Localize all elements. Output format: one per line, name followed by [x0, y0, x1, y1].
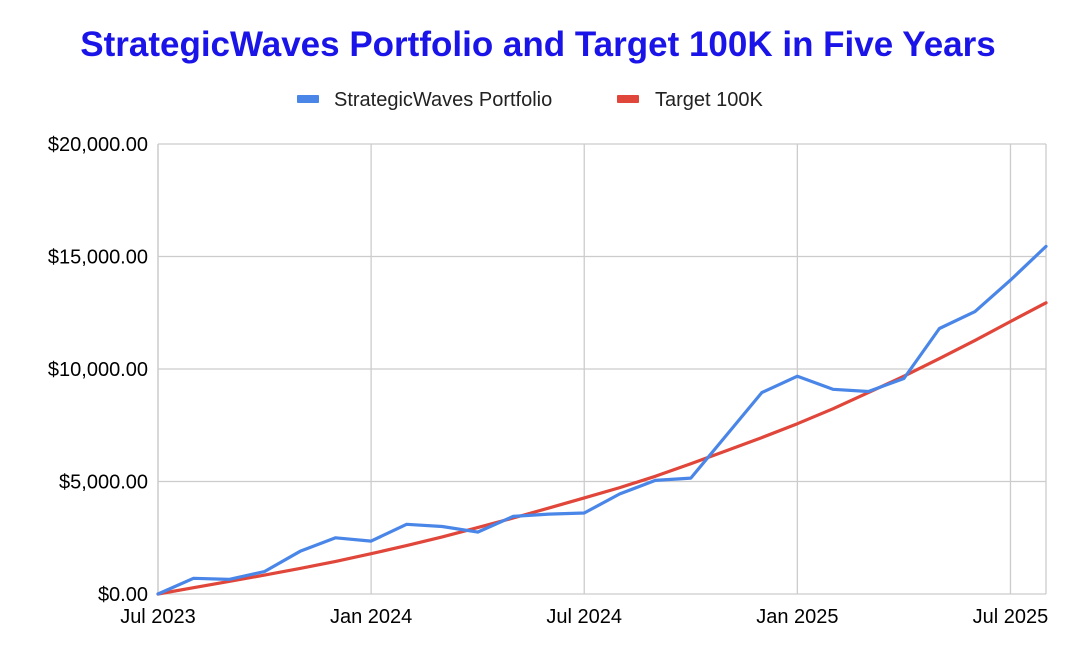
x-gridlines: [157, 144, 1047, 594]
legend-label-target: Target 100K: [655, 89, 764, 111]
x-tick-label: Jul 2023: [120, 606, 196, 628]
legend-swatch-target: [617, 95, 639, 103]
y-gridlines: [158, 143, 1046, 595]
x-tick-label: Jan 2024: [330, 606, 412, 628]
legend-label-portfolio: StrategicWaves Portfolio: [334, 89, 552, 111]
series-line-target: [156, 301, 1048, 596]
x-axis-tick-labels: Jul 2023 Jan 2024 Jul 2024 Jan 2025 Jul 2025: [120, 606, 1048, 628]
y-tick-label: $15,000.00: [48, 247, 148, 269]
series-lines: [156, 244, 1048, 596]
legend: StrategicWaves Portfolio Target 100K: [297, 89, 764, 111]
y-axis-tick-labels: $0.00 $5,000.00 $10,000.00 $15,000.00 $20,00…: [48, 134, 148, 606]
chart-title: StrategicWaves Portfolio and Target 100K…: [80, 25, 996, 64]
x-tick-label: Jan 2025: [756, 606, 838, 628]
y-tick-label: $20,000.00: [48, 134, 148, 156]
x-tick-label: Jul 2024: [546, 606, 622, 628]
series-line-portfolio: [156, 244, 1048, 596]
y-tick-label: $5,000.00: [59, 472, 148, 494]
y-tick-label: $10,000.00: [48, 359, 148, 381]
x-tick-label: Jul 2025: [973, 606, 1049, 628]
y-tick-label: $0.00: [98, 584, 148, 606]
legend-swatch-portfolio: [297, 95, 319, 103]
